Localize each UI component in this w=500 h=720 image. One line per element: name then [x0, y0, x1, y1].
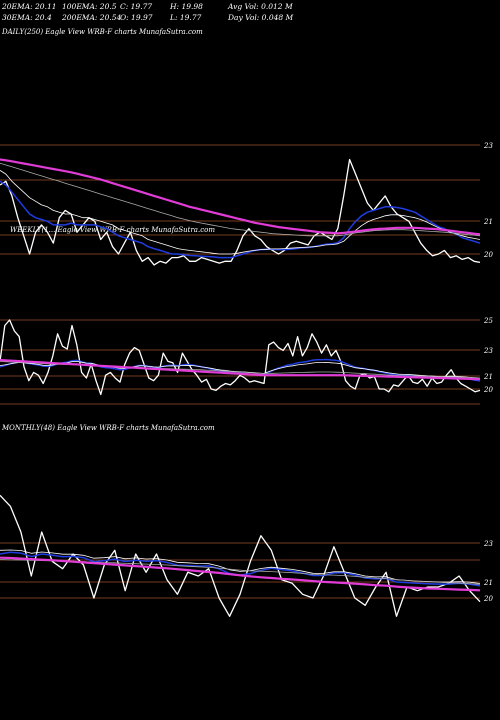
header-30ema: 30EMA: 20.4 [2, 13, 52, 22]
header-low: L: 19.77 [170, 13, 202, 22]
header-100ema: 100EMA: 20.5 [62, 2, 117, 11]
header-day-vol: Day Vol: 0.048 M [228, 13, 294, 22]
header-avg-vol: Avg Vol: 0.012 M [228, 2, 293, 11]
daily-panel-label: DAILY(250) Eagle View WRB-F charts Munaf… [2, 28, 203, 36]
monthly-panel-label: MONTHLY(48) Eagle View WRB-F charts Muna… [2, 424, 215, 432]
header-close: C: 19.77 [120, 2, 153, 11]
monthly-tick-label: 23 [483, 540, 493, 548]
monthly-series-ema100 [0, 559, 481, 585]
weekly-series-price [0, 319, 481, 396]
daily-tick-label: 21 [483, 218, 493, 226]
daily-tick-label: 23 [483, 142, 493, 150]
monthly-series-ema200 [0, 556, 481, 592]
monthly-tick-label: 20 [483, 595, 493, 603]
header-200ema: 200EMA: 20.54 [62, 13, 122, 22]
weekly-tick-label: 25 [483, 317, 493, 325]
daily-series-ema100 [0, 162, 481, 237]
daily-series-ema20 [0, 180, 481, 259]
header-high: H: 19.98 [170, 2, 203, 11]
weekly-series-ema200 [0, 358, 481, 381]
monthly-tick-label: 21 [483, 579, 493, 587]
daily-tick-label: 20 [483, 251, 493, 259]
weekly-tick-label: 21 [483, 373, 493, 381]
weekly-tick-label: 23 [483, 347, 493, 355]
weekly-panel-label: WEEKLY(1... Eagle View WRB-F charts Muna… [10, 226, 215, 234]
daily-series-ema30 [0, 170, 481, 255]
weekly-tick-label: 20 [483, 386, 493, 394]
daily-series-ema200 [0, 158, 481, 236]
header-20ema: 20EMA: 20.11 [2, 2, 57, 11]
header-open: O: 19.97 [120, 13, 153, 22]
daily-series-price [0, 158, 481, 266]
